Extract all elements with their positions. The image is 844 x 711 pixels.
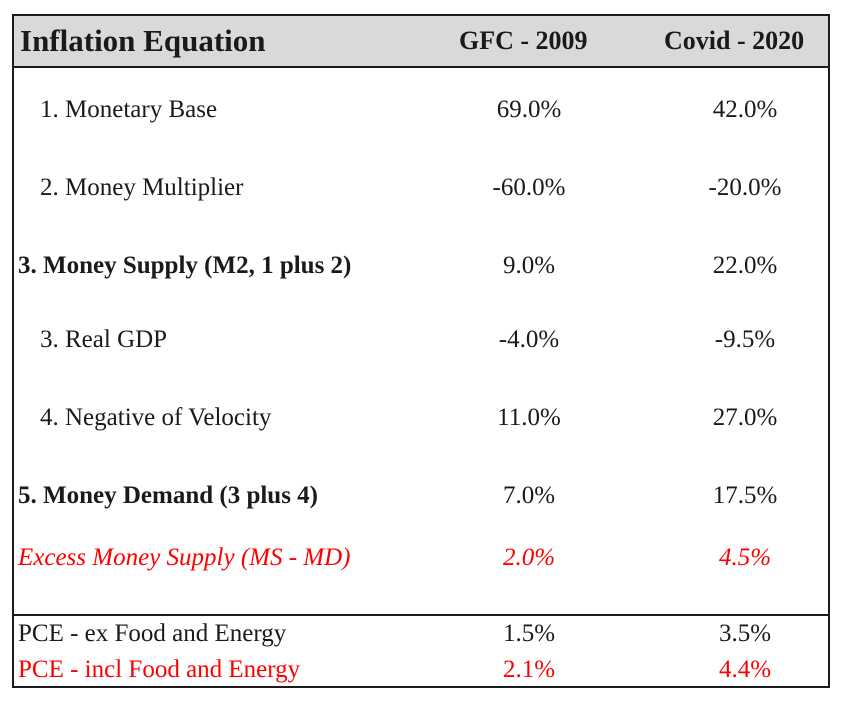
row-label: Excess Money Supply (MS - MD) bbox=[18, 544, 351, 571]
gfc-value: 11.0% bbox=[497, 404, 561, 431]
covid-value: 42.0% bbox=[712, 96, 778, 123]
covid-value: -20.0% bbox=[708, 174, 782, 201]
table-row-money-supply: 3. Money Supply (M2, 1 plus 2) 9.0% 22.0… bbox=[14, 248, 828, 286]
gfc-value: 2.1% bbox=[502, 656, 556, 683]
row-label: 1. Monetary Base bbox=[40, 96, 218, 123]
gfc-value: 2.0% bbox=[502, 544, 556, 571]
gfc-value: 9.0% bbox=[502, 252, 556, 279]
column-header-gfc: GFC - 2009 bbox=[459, 26, 588, 55]
row-label: PCE - ex Food and Energy bbox=[18, 620, 287, 647]
gfc-value: 7.0% bbox=[502, 482, 556, 509]
table-row-negative-velocity: 4. Negative of Velocity 11.0% 27.0% bbox=[14, 400, 828, 438]
table-row-pce-ex-food-energy: PCE - ex Food and Energy 1.5% 3.5% bbox=[14, 616, 828, 654]
covid-value: 17.5% bbox=[712, 482, 778, 509]
covid-value: -9.5% bbox=[714, 326, 776, 353]
table-header: Inflation Equation GFC - 2009 Covid - 20… bbox=[14, 16, 828, 68]
gfc-value: -4.0% bbox=[498, 326, 560, 353]
table-row-money-demand: 5. Money Demand (3 plus 4) 7.0% 17.5% bbox=[14, 478, 828, 516]
row-label: 3. Money Supply (M2, 1 plus 2) bbox=[18, 252, 352, 279]
covid-value: 3.5% bbox=[718, 620, 772, 647]
row-label: 3. Real GDP bbox=[40, 326, 168, 353]
gfc-value: 69.0% bbox=[496, 96, 562, 123]
table-title: Inflation Equation bbox=[20, 23, 266, 58]
covid-value: 22.0% bbox=[712, 252, 778, 279]
table-row-real-gdp: 3. Real GDP -4.0% -9.5% bbox=[14, 322, 828, 360]
gfc-value: -60.0% bbox=[492, 174, 566, 201]
table-row-excess-money-supply: Excess Money Supply (MS - MD) 2.0% 4.5% bbox=[14, 540, 828, 578]
covid-value: 4.4% bbox=[718, 656, 772, 683]
gfc-value: 1.5% bbox=[502, 620, 556, 647]
table-row-pce-incl-food-energy: PCE - incl Food and Energy 2.1% 4.4% bbox=[14, 652, 828, 690]
inflation-equation-table: Inflation Equation GFC - 2009 Covid - 20… bbox=[12, 14, 830, 688]
section-divider bbox=[14, 614, 828, 616]
row-label: 4. Negative of Velocity bbox=[40, 404, 272, 431]
row-label: 5. Money Demand (3 plus 4) bbox=[18, 482, 319, 509]
covid-value: 4.5% bbox=[718, 544, 772, 571]
table-row-monetary-base: 1. Monetary Base 69.0% 42.0% bbox=[14, 92, 828, 130]
covid-value: 27.0% bbox=[712, 404, 778, 431]
table-row-money-multiplier: 2. Money Multiplier -60.0% -20.0% bbox=[14, 170, 828, 208]
row-label: PCE - incl Food and Energy bbox=[18, 656, 301, 683]
row-label: 2. Money Multiplier bbox=[40, 174, 244, 201]
column-header-covid: Covid - 2020 bbox=[664, 26, 805, 55]
